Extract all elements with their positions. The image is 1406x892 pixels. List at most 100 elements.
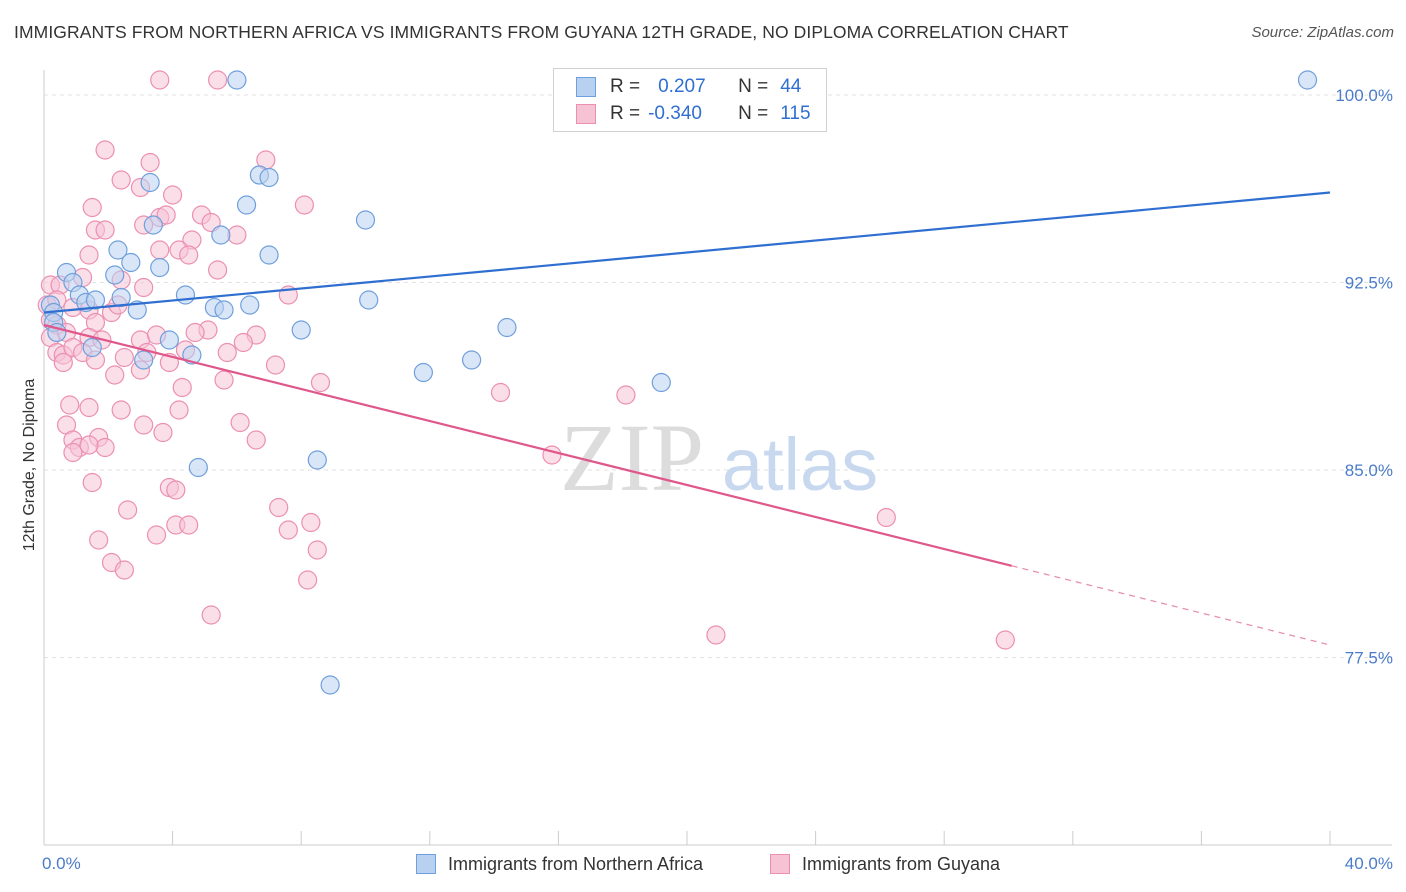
northern-africa-point (111, 287, 131, 308)
northern-africa-point (259, 245, 279, 265)
northern-africa-point (236, 195, 257, 215)
r-label: R = (610, 103, 641, 124)
guyana-point (208, 70, 228, 90)
legend-label: Immigrants from Northern Africa (448, 853, 704, 874)
northern-africa-point (127, 300, 147, 320)
y-tick-label: 92.5% (1345, 274, 1393, 293)
northern-africa-point (227, 70, 247, 90)
series-northern-africa-points (40, 70, 1318, 695)
guyana-point (172, 377, 192, 398)
northern-africa-point (355, 210, 376, 230)
guyana-point (140, 152, 160, 173)
guyana-point (82, 472, 102, 493)
northern-africa-point (140, 172, 160, 193)
guyana-point (233, 332, 253, 353)
guyana-point (307, 540, 327, 560)
guyana-point (60, 395, 80, 415)
guyana-point (246, 430, 266, 450)
guyana-trend-line (43, 323, 1012, 567)
northern-africa-point (651, 372, 671, 393)
watermark: ZIP atlas (560, 404, 878, 511)
guyana-point (179, 515, 199, 535)
x-tick-label: 40.0% (1345, 854, 1393, 873)
northern-africa-point (291, 320, 311, 340)
guyana-point (208, 260, 228, 280)
guyana-point (95, 220, 115, 240)
guyana-point (156, 205, 176, 225)
stats-legend: R = 0.207 N = 44 R = -0.340 N = 115 (553, 68, 827, 132)
chart-title: IMMIGRANTS FROM NORTHERN AFRICA VS IMMIG… (14, 22, 1069, 42)
guyana-point (153, 422, 173, 443)
x-tick-label: 0.0% (42, 854, 81, 873)
guyana-point (265, 355, 286, 375)
guyana-point (134, 415, 154, 435)
blue-swatch (416, 854, 436, 874)
guyana-point (114, 347, 134, 368)
n-value: 115 (780, 103, 811, 124)
guyana-point (111, 170, 131, 190)
legend-item-northern-africa: Immigrants from Northern Africa (416, 852, 703, 876)
guyana-point (185, 322, 205, 343)
stats-legend-row-guyana: R = -0.340 N = 115 (554, 101, 811, 127)
guyana-point (53, 352, 73, 373)
guyana-point (310, 372, 331, 393)
northern-africa-point (461, 350, 482, 370)
guyana-point (95, 437, 115, 458)
northern-africa-point (214, 300, 234, 320)
northern-africa-point (175, 285, 196, 305)
northern-africa-point (1297, 70, 1318, 90)
r-label: R = (610, 76, 641, 97)
guyana-point (95, 140, 115, 160)
legend-item-guyana: Immigrants from Guyana (770, 852, 1000, 876)
guyana-point (278, 520, 298, 540)
guyana-point (301, 512, 321, 533)
guyana-point (201, 605, 221, 625)
guyana-point (269, 497, 289, 518)
gridlines (44, 94, 1392, 658)
watermark-zip: ZIP (560, 404, 704, 511)
guyana-point (111, 400, 131, 420)
northern-africa-point (413, 362, 433, 383)
guyana-point (82, 197, 102, 218)
guyana-point (294, 195, 315, 215)
northern-africa-point (211, 225, 231, 245)
guyana-point (179, 245, 199, 265)
northern-africa-point (359, 290, 379, 310)
guyana-point (89, 530, 109, 550)
guyana-point (79, 435, 99, 455)
northern-africa-point (259, 167, 279, 188)
northern-africa-point (150, 257, 170, 278)
guyana-point (169, 400, 189, 420)
guyana-point (117, 500, 138, 520)
guyana-point (105, 365, 125, 385)
legend-label: Immigrants from Guyana (802, 853, 1001, 874)
y-tick-label: 77.5% (1345, 649, 1393, 668)
guyana-point (79, 397, 99, 418)
northern-africa-point (497, 317, 517, 338)
northern-africa-point (85, 290, 106, 310)
y-tick-label: 100.0% (1335, 86, 1393, 105)
guyana-point (150, 70, 170, 90)
axes (43, 70, 1392, 846)
r-value: -0.340 (648, 103, 702, 124)
guyana-point (146, 525, 167, 545)
northern-africa-point (320, 675, 340, 695)
guyana-point (995, 630, 1015, 650)
guyana-point (63, 442, 83, 463)
r-value: 0.207 (658, 76, 706, 97)
guyana-point (114, 560, 134, 580)
guyana-point (227, 225, 247, 245)
northern-africa-point (143, 215, 163, 235)
northern-africa-point (82, 337, 102, 358)
northern-africa-point (159, 330, 179, 350)
northern-africa-point (240, 295, 260, 315)
guyana-point (706, 625, 726, 645)
pink-swatch (770, 854, 790, 874)
guyana-point (230, 412, 250, 433)
northern-africa-point (134, 350, 154, 370)
northern-africa-trend-line (43, 191, 1331, 314)
guyana-point (490, 382, 511, 403)
northern-africa-point (108, 240, 128, 260)
n-value: 44 (780, 76, 802, 97)
n-label: N = (738, 76, 769, 97)
